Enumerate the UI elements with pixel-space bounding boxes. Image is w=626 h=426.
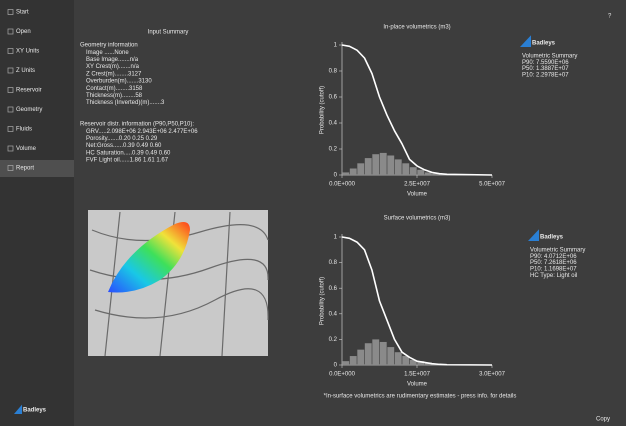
geometry-line: Z Crest(m)........3127 bbox=[86, 71, 142, 77]
copy-button[interactable]: Copy bbox=[596, 417, 610, 423]
histogram-bar bbox=[417, 170, 424, 175]
chart-title: Surface volumetrics (m3) bbox=[384, 216, 451, 222]
summary-line: Volumetric Summary bbox=[522, 54, 577, 60]
y-tick-label: 0.8 bbox=[329, 69, 338, 75]
histogram-bar bbox=[387, 156, 394, 176]
summary-line: P90: 4.0712E+06 bbox=[530, 254, 577, 260]
x-tick-label: 3.0E+007 bbox=[479, 372, 506, 378]
menu-label[interactable]: XY Units bbox=[16, 49, 39, 55]
summary-line: P90: 7.5590E+06 bbox=[522, 60, 569, 66]
geometry-line: Geometry information bbox=[80, 43, 138, 49]
y-tick-label: 0.6 bbox=[329, 286, 338, 292]
histogram-bar bbox=[357, 163, 364, 175]
footnote: *In-surface volumetrics are rudimentary … bbox=[324, 394, 517, 400]
histogram-bar bbox=[365, 343, 372, 365]
reservoir-line: Reservoir distr. information (P90,P50,P1… bbox=[80, 122, 194, 128]
geometry-line: Base Image.......n/a bbox=[86, 57, 139, 63]
chart-title: In-place volumetrics (m3) bbox=[383, 25, 450, 31]
histogram-bar bbox=[342, 361, 349, 365]
menu-label[interactable]: Open bbox=[16, 29, 31, 35]
reservoir-line: Porosity.......0.20 0.25 0.29 bbox=[86, 136, 158, 142]
summary-line: P10: 1.1698E+07 bbox=[530, 266, 577, 272]
menu-item[interactable]: Reservoir bbox=[8, 88, 42, 94]
histogram-bar bbox=[380, 342, 387, 365]
geometry-line: Thickness (Inverted)(m).......3 bbox=[86, 100, 165, 106]
geometry-line: Contact(m)........3158 bbox=[86, 86, 143, 92]
y-axis-label: Probability (cutoff) bbox=[320, 277, 326, 325]
reservoir-line: Net:Gross......0.39 0.49 0.60 bbox=[86, 143, 162, 149]
menu-label[interactable]: Reservoir bbox=[16, 88, 42, 94]
y-tick-label: 0.6 bbox=[329, 95, 338, 101]
menu-label[interactable]: Start bbox=[16, 10, 29, 16]
y-tick-label: 0.8 bbox=[329, 260, 338, 266]
menu-selected bbox=[0, 160, 74, 177]
summary-line: HC Type: Light oil bbox=[530, 273, 577, 279]
y-tick-label: 0.4 bbox=[329, 121, 338, 127]
reservoir-line: HC Saturation.....0.39 0.49 0.60 bbox=[86, 150, 171, 156]
reservoir-line: GRV.....2.098E+06 2.943E+06 2.477E+06 bbox=[86, 129, 198, 135]
histogram-bar bbox=[380, 153, 387, 175]
menu-label[interactable]: Report bbox=[16, 166, 34, 172]
x-tick-label: 2.5E+007 bbox=[404, 182, 431, 188]
histogram-bar bbox=[372, 154, 379, 175]
geometry-line: XY Crest(m).......n/a bbox=[86, 64, 140, 70]
histogram-bar bbox=[402, 356, 409, 365]
menu-label[interactable]: Geometry bbox=[16, 107, 42, 113]
logo-text: Badleys bbox=[532, 41, 556, 47]
reservoir-line: FVF Light oil......1.86 1.61 1.67 bbox=[86, 158, 169, 164]
summary-line: P50: 1.3887E+07 bbox=[522, 66, 569, 72]
sidebar bbox=[0, 0, 74, 426]
histogram-bar bbox=[402, 163, 409, 175]
menu-label[interactable]: Z Units bbox=[16, 68, 35, 74]
y-tick-label: 0.2 bbox=[329, 337, 338, 343]
geometry-line: Image ......None bbox=[86, 50, 129, 56]
panel-title: Input Summary bbox=[148, 30, 189, 36]
histogram-bar bbox=[395, 159, 402, 175]
menu-label[interactable]: Fluids bbox=[16, 127, 32, 133]
x-axis-label: Volume bbox=[407, 382, 428, 388]
summary-line: P50: 7.2618E+06 bbox=[530, 260, 577, 266]
x-tick-label: 5.0E+007 bbox=[479, 182, 506, 188]
histogram-bar bbox=[425, 172, 432, 175]
histogram-bar bbox=[372, 339, 379, 365]
histogram-bar bbox=[410, 167, 417, 175]
summary-line: P10: 2.2978E+07 bbox=[522, 72, 569, 78]
y-axis-label: Probability (cutoff) bbox=[320, 86, 326, 134]
app-window: ?CopyStartOpenXY UnitsZ UnitsReservoirGe… bbox=[0, 0, 626, 426]
page: ?CopyStartOpenXY UnitsZ UnitsReservoirGe… bbox=[0, 0, 626, 426]
x-axis-label: Volume bbox=[407, 192, 428, 198]
histogram-bar bbox=[357, 350, 364, 365]
x-tick-label: 0.0E+000 bbox=[329, 372, 356, 378]
geometry-line: Overburden(m).......3130 bbox=[86, 79, 152, 85]
x-tick-label: 0.0E+000 bbox=[329, 182, 356, 188]
menu-item[interactable]: XY Units bbox=[8, 49, 39, 55]
menu-label[interactable]: Volume bbox=[16, 146, 37, 152]
histogram-bar bbox=[350, 356, 357, 365]
histogram-bar bbox=[365, 158, 372, 175]
geometry-line: Thickness(m)........58 bbox=[86, 93, 143, 99]
logo-text: Badleys bbox=[23, 408, 47, 414]
y-tick-label: 0.4 bbox=[329, 311, 338, 317]
summary-line: Volumetric Summary bbox=[530, 248, 585, 254]
histogram-bar bbox=[387, 347, 394, 365]
map-image bbox=[88, 210, 268, 356]
menu-item[interactable]: Report bbox=[0, 160, 74, 177]
menu-item[interactable]: Geometry bbox=[8, 107, 42, 113]
histogram-bar bbox=[350, 169, 357, 176]
y-tick-label: 0.2 bbox=[329, 147, 338, 153]
logo-text: Badleys bbox=[540, 235, 564, 241]
histogram-bar bbox=[342, 172, 349, 175]
histogram-bar bbox=[395, 352, 402, 365]
x-tick-label: 1.5E+007 bbox=[404, 372, 431, 378]
